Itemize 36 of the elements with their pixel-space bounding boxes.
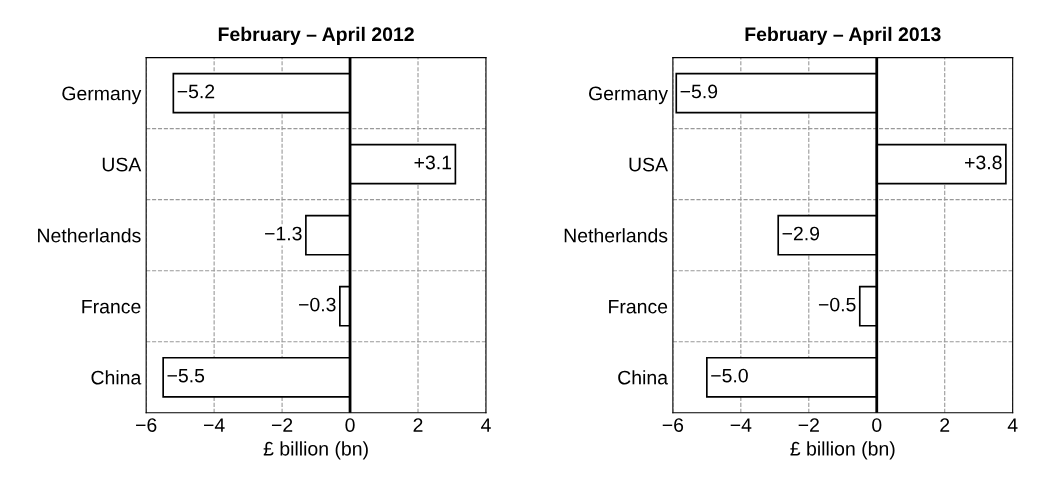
data-label: −2.9 [782,226,820,241]
x-tick-label: 0 [872,418,882,432]
x-tick-label: −4 [204,418,225,432]
y-tick-label: China [618,370,669,385]
chart-title: February – April 2012 [218,26,414,45]
y-tick-label: France [609,299,668,314]
data-label: −5.0 [711,368,748,383]
y-tick-label: Germany [62,86,142,105]
data-label: −5.2 [177,84,215,99]
data-label: −5.9 [680,84,718,99]
y-tick-label: USA [102,157,142,172]
x-tick-label: 4 [481,418,491,432]
x-axis-title: £ billion (bn) [263,441,368,460]
x-tick-label: −4 [730,418,752,432]
y-tick-label: Netherlands [564,228,668,243]
x-tick-label: −6 [662,418,684,432]
x-tick-label: −6 [136,418,157,432]
x-tick-label: −2 [271,418,293,432]
data-label: −5.5 [167,368,205,383]
y-tick-label: Netherlands [38,228,141,243]
x-axis-title: £ billion (bn) [790,441,895,460]
data-label: −0.3 [299,297,336,312]
x-tick-label: 0 [345,418,355,432]
x-tick-label: 2 [940,418,950,432]
y-tick-label: France [82,299,141,314]
data-label: +3.1 [414,155,452,170]
chart-title: February – April 2013 [745,26,941,45]
x-tick-label: 4 [1007,418,1018,432]
data-label: +3.8 [965,155,1002,170]
y-tick-label: Germany [589,86,668,105]
x-tick-label: 2 [413,418,423,432]
y-tick-label: China [91,370,142,385]
data-label: −0.5 [818,297,856,312]
y-tick-label: USA [629,157,668,172]
x-tick-label: −2 [798,418,819,432]
data-label: −1.3 [265,226,302,241]
